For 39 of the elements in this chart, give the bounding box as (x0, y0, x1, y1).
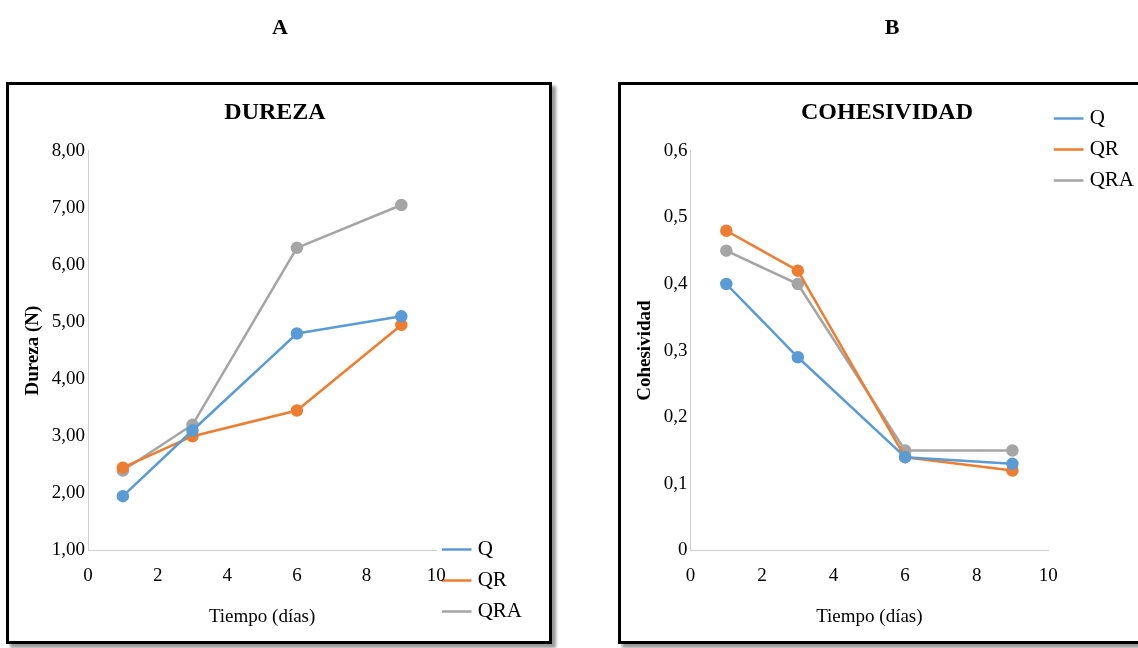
y-tick-label: 3,00 (51, 424, 86, 446)
x-axis-title: Tiempo (días) (208, 604, 316, 627)
x-tick-label: 8 (361, 563, 372, 585)
x-tick-label: 8 (971, 563, 982, 585)
x-tick-label: 2 (757, 563, 767, 585)
y-tick-label: 1,00 (51, 538, 86, 560)
y-tick-label: 6,00 (51, 252, 86, 274)
x-tick-label: 4 (222, 563, 233, 585)
y-tick-label: 0,6 (663, 138, 688, 160)
text: A (271, 14, 289, 40)
x-tick-label: 6 (900, 563, 910, 585)
legend-label: Q (1089, 105, 1105, 130)
legend-label: QRA (1089, 167, 1135, 192)
y-tick-label: 0 (678, 538, 688, 560)
y-tick-label: 0,2 (663, 405, 688, 427)
y-axis-title: Dureza (N) (21, 305, 44, 396)
chart-title: DUREZA (224, 97, 327, 124)
y-tick-label: 2,00 (51, 481, 86, 503)
y-tick-label: 4,00 (51, 367, 86, 389)
legend-label: QR (1089, 136, 1119, 161)
x-tick-label: 10 (426, 563, 446, 585)
x-tick-label: 6 (292, 563, 302, 585)
x-tick-label: 10 (1038, 563, 1058, 585)
y-tick-label: 0,1 (663, 471, 688, 493)
legend-label: QRA (477, 598, 523, 623)
y-tick-label: 8,00 (51, 138, 86, 160)
x-tick-label: 4 (828, 563, 839, 585)
legend-label: Q (477, 536, 493, 561)
text: B (883, 14, 901, 40)
y-tick-label: 0,4 (663, 271, 689, 293)
x-tick-label: 2 (152, 563, 163, 585)
y-tick-label: 0,5 (663, 205, 688, 227)
y-tick-label: 5,00 (51, 310, 86, 332)
y-tick-label: 0,3 (663, 338, 688, 360)
legend-label: QR (477, 567, 507, 592)
chart-title: COHESIVIDAD (800, 97, 974, 124)
x-axis-title: Tiempo (días) (816, 604, 923, 627)
y-tick-label: 7,00 (51, 195, 86, 217)
y-axis-title: Cohesividad (633, 300, 655, 401)
